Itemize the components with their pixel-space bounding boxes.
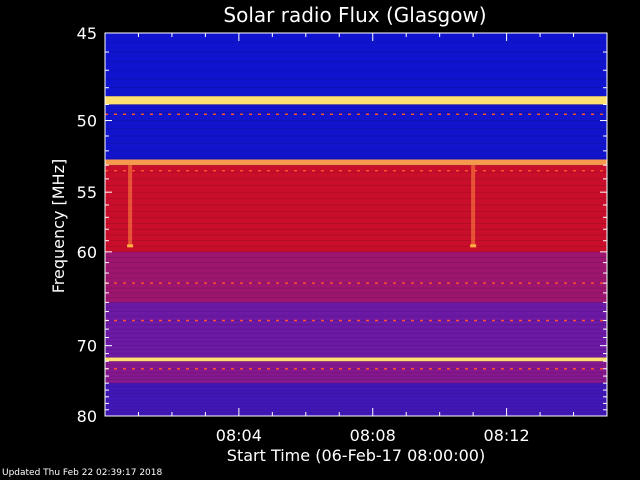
- intensity-band: [105, 361, 607, 384]
- y-tick-label: 70: [77, 337, 97, 356]
- burst-mark: [128, 165, 133, 247]
- x-tick-label: 08:04: [216, 426, 262, 445]
- x-tick-label: 08:08: [350, 426, 396, 445]
- intensity-band: [105, 302, 607, 358]
- y-tick-label: 55: [77, 183, 97, 202]
- chart-title: Solar radio Flux (Glasgow): [223, 3, 486, 27]
- x-axis: 08:04 08:08 08:12: [137, 33, 575, 445]
- intensity-band: [105, 357, 607, 362]
- intensity-band: [105, 251, 607, 303]
- spectrogram-plot-area: [104, 32, 608, 417]
- x-axis-label: Start Time (06-Feb-17 08:00:00): [227, 446, 485, 465]
- plot-frame: [104, 32, 608, 417]
- updated-timestamp: Updated Thu Feb 22 02:39:17 2018: [2, 468, 163, 478]
- burst-mark: [471, 165, 476, 247]
- intensity-band: [105, 383, 607, 417]
- y-axis: 45 50 55 60 70 80: [77, 24, 607, 426]
- y-axis-label: Frequency [MHz]: [49, 159, 68, 293]
- intensity-band: [105, 165, 607, 253]
- y-tick-label: 45: [77, 24, 97, 43]
- y-tick-label: 50: [77, 112, 97, 131]
- burst-dot: [127, 244, 134, 248]
- intensity-band: [105, 96, 607, 105]
- intensity-band: [105, 33, 607, 97]
- intensity-band: [105, 159, 607, 166]
- x-tick-label: 08:12: [484, 426, 530, 445]
- burst-dot: [470, 244, 477, 248]
- y-tick-label: 60: [77, 243, 97, 262]
- y-tick-label: 80: [77, 407, 97, 426]
